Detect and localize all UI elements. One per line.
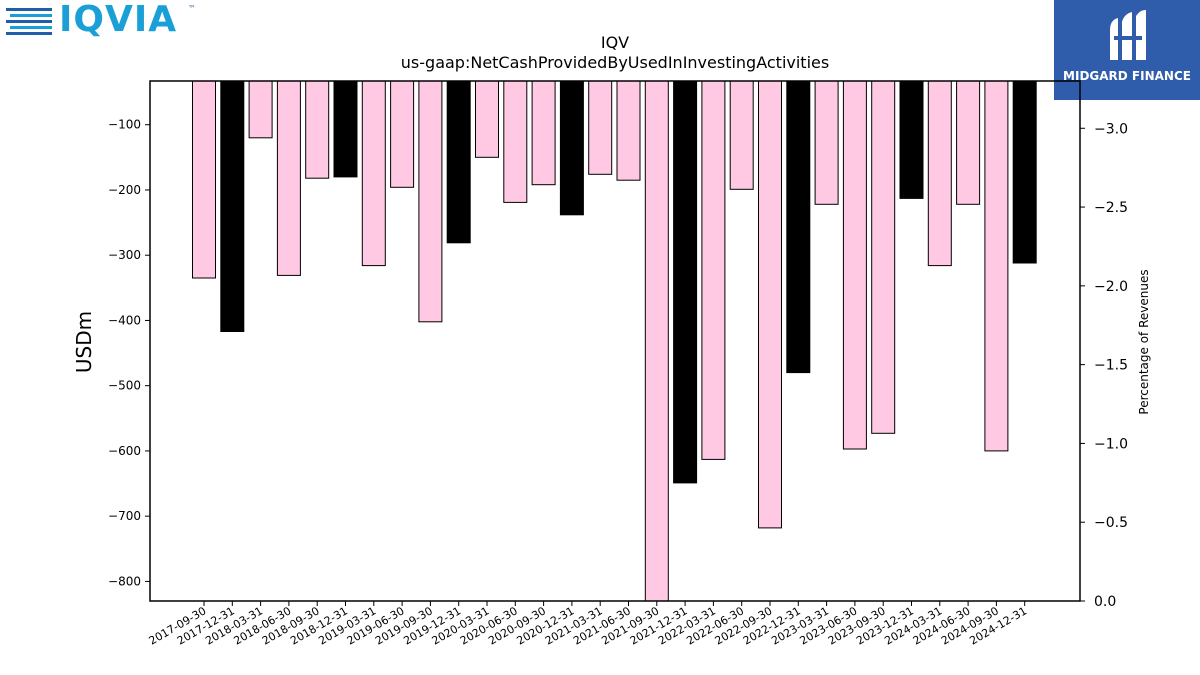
y-tick-label: −300 <box>108 248 141 262</box>
bar-2019-12-31 <box>446 81 471 244</box>
bar-2022-09-30 <box>758 81 782 529</box>
bar-2019-03-31 <box>361 81 386 267</box>
bar-2023-03-31 <box>814 81 839 205</box>
iqvia-wordmark: IQVIA <box>59 0 178 40</box>
bar-2018-12-31 <box>333 81 358 178</box>
bar-2022-06-30 <box>729 81 754 190</box>
bar-2020-06-30 <box>503 81 528 203</box>
y-tick-label: −100 <box>108 118 141 132</box>
y-tick-label: −800 <box>108 574 141 588</box>
y-tick-label: −500 <box>108 379 141 393</box>
y-tick-label: −600 <box>108 444 141 458</box>
y2-tick-label: 0.0 <box>1094 594 1116 610</box>
plot-frame <box>149 80 1081 602</box>
chart-title: IQV <box>601 33 629 52</box>
bars-layer <box>192 81 1037 601</box>
bar-2022-03-31 <box>701 81 726 460</box>
bar-2022-12-31 <box>786 81 811 374</box>
bar-2018-06-30 <box>276 81 301 276</box>
chart-subtitle: us-gaap:NetCashProvidedByUsedInInvesting… <box>401 53 829 72</box>
bar-2024-09-30 <box>984 81 1009 452</box>
bar-2020-09-30 <box>531 81 556 186</box>
bar-2020-12-31 <box>559 81 584 216</box>
bar-2019-06-30 <box>390 81 415 188</box>
bar-2021-03-31 <box>588 81 613 175</box>
bar-2024-12-31 <box>1012 81 1037 264</box>
bar-2018-03-31 <box>248 81 273 139</box>
iqvia-trademark: ™ <box>188 4 196 13</box>
iqvia-stripes-icon <box>6 8 52 35</box>
y2-tick-label: −3.0 <box>1094 121 1128 137</box>
bar-2021-06-30 <box>616 81 641 181</box>
y-axis-label: USDm <box>72 311 96 373</box>
bar-2018-09-30 <box>305 81 330 179</box>
bar-2021-09-30 <box>644 81 669 601</box>
y-tick-label: −200 <box>108 183 141 197</box>
y2-axis-label: Percentage of Revenues <box>1137 269 1151 414</box>
bar-2023-06-30 <box>842 81 867 450</box>
y2-tick-label: −1.0 <box>1094 436 1128 452</box>
bar-2019-09-30 <box>418 81 443 323</box>
midgard-finance-logo: MIDGARD FINANCE <box>1054 0 1200 100</box>
bar-2020-03-31 <box>475 81 499 158</box>
bar-2023-09-30 <box>871 81 896 434</box>
bar-2023-12-31 <box>899 81 924 199</box>
y-tick-label: −700 <box>108 509 141 523</box>
bar-2017-12-31 <box>220 81 245 332</box>
bar-2024-06-30 <box>956 81 981 205</box>
y2-tick-label: −1.5 <box>1094 358 1128 374</box>
iqvia-logo: IQVIA ™ <box>4 0 204 42</box>
y2-tick-label: −0.5 <box>1094 515 1128 531</box>
y-tick-label: −400 <box>108 313 141 327</box>
bar-2021-12-31 <box>673 81 698 484</box>
bar-2024-03-31 <box>927 81 952 267</box>
y2-tick-label: −2.5 <box>1094 200 1128 216</box>
y2-tick-label: −2.0 <box>1094 279 1128 295</box>
midgard-finance-name: MIDGARD FINANCE <box>1063 69 1191 83</box>
bar-2017-09-30 <box>192 81 216 279</box>
midgard-mark-icon <box>1110 10 1146 60</box>
